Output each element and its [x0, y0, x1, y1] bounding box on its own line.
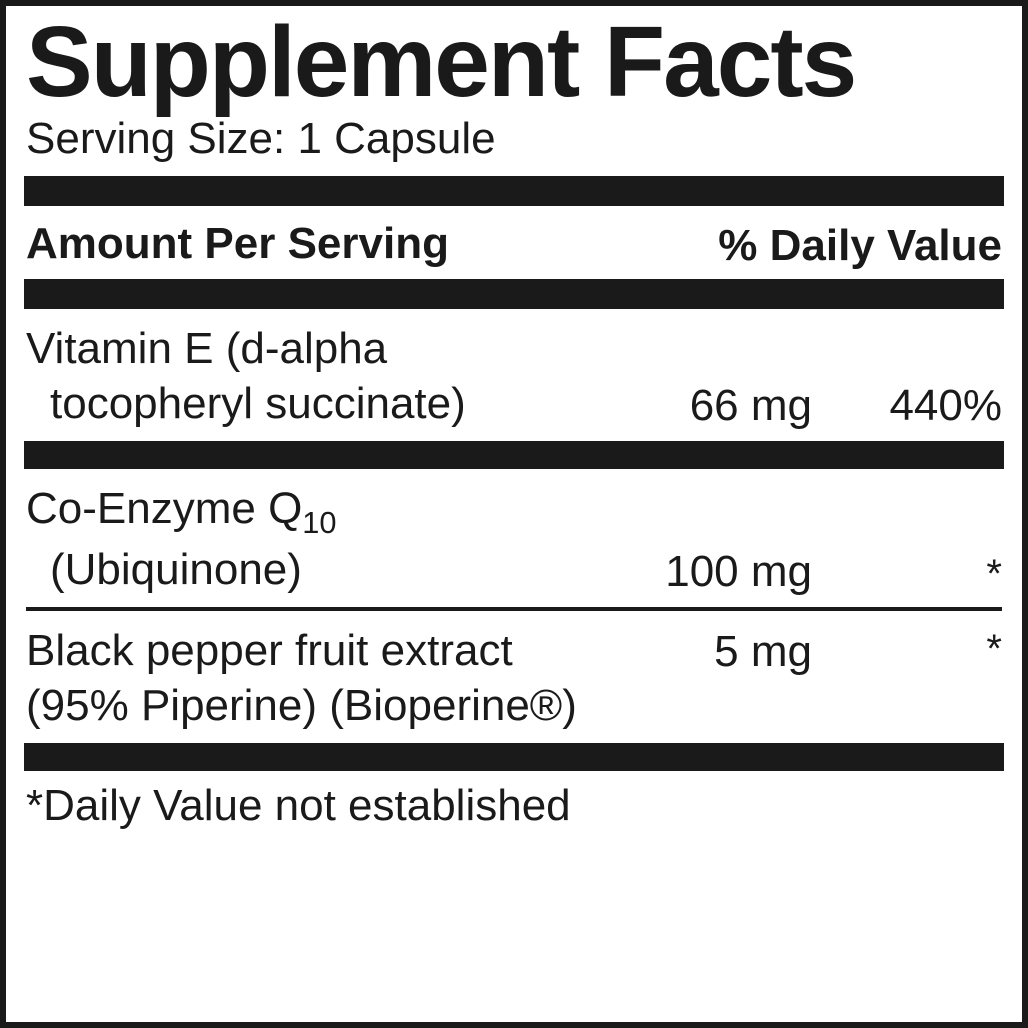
header-dv: % Daily Value: [682, 221, 1002, 271]
ingredient-dv: 440%: [812, 381, 1002, 431]
ingredient-name: Vitamin E (d-alpha tocopheryl succinate): [26, 321, 622, 431]
divider-bar: [24, 279, 1004, 309]
ingredient-name-line2: (95% Piperine) (Bioperine®): [26, 681, 577, 730]
ingredient-row: Black pepper fruit extract (95% Piperine…: [26, 611, 1002, 743]
ingredient-row: Co-Enzyme Q10 (Ubiquinone) 100 mg *: [26, 469, 1002, 607]
serving-size: Serving Size: 1 Capsule: [26, 114, 1002, 176]
ingredient-amount: 100 mg: [622, 547, 812, 597]
ingredient-name: Black pepper fruit extract (95% Piperine…: [26, 623, 622, 733]
ingredient-name-line2: tocopheryl succinate): [26, 376, 622, 431]
ingredient-name-line1: Vitamin E (d-alpha: [26, 324, 387, 373]
divider-bar: [24, 441, 1004, 469]
footnote: *Daily Value not established: [26, 771, 1002, 845]
panel-title: Supplement Facts: [26, 6, 1002, 114]
ingredient-name-line1: Co-Enzyme Q10: [26, 484, 337, 533]
ingredient-amount: 66 mg: [622, 381, 812, 431]
header-amount: Amount Per Serving: [26, 216, 682, 271]
ingredient-amount: 5 mg: [622, 623, 812, 677]
ingredient-row: Vitamin E (d-alpha tocopheryl succinate)…: [26, 309, 1002, 441]
ingredient-dv: *: [812, 552, 1002, 597]
divider-bar: [24, 176, 1004, 206]
supplement-facts-panel: Supplement Facts Serving Size: 1 Capsule…: [0, 0, 1028, 1028]
ingredient-name-line2: (Ubiquinone): [26, 542, 622, 597]
column-headers: Amount Per Serving % Daily Value: [26, 206, 1002, 279]
ingredient-dv: *: [812, 623, 1002, 672]
ingredient-name-line1: Black pepper fruit extract: [26, 626, 513, 675]
divider-bar: [24, 743, 1004, 771]
ingredient-name: Co-Enzyme Q10 (Ubiquinone): [26, 481, 622, 597]
